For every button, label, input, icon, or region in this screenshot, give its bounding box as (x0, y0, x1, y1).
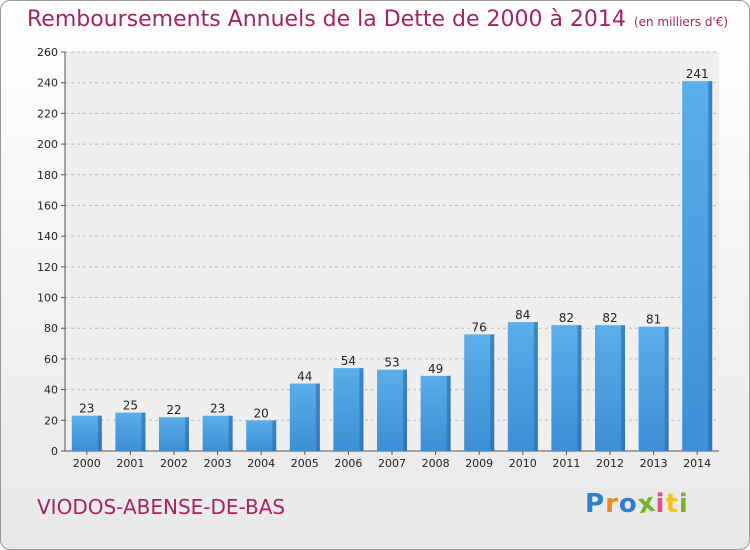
bar-shade (577, 325, 582, 451)
bar (682, 81, 713, 452)
bar-shade (97, 415, 102, 451)
bar (420, 375, 451, 451)
bar (115, 412, 146, 451)
bar-shade (359, 368, 364, 451)
logo-letter: i (655, 489, 666, 519)
y-tick-label: 220 (37, 107, 58, 120)
chart-title: Remboursements Annuels de la Dette de 20… (27, 7, 728, 32)
bar (507, 322, 538, 451)
x-tick-label: 2009 (465, 457, 493, 470)
x-tick-label: 2013 (640, 457, 668, 470)
bar-shade (533, 322, 538, 451)
bar-shade (664, 326, 669, 451)
logo-letter: t (665, 489, 679, 519)
x-tick-label: 2003 (204, 457, 232, 470)
y-tick-label: 240 (37, 77, 58, 90)
data-label: 53 (384, 356, 399, 370)
x-tick-label: 2011 (552, 457, 580, 470)
data-label: 82 (602, 311, 617, 325)
bar (377, 369, 407, 451)
commune-name: VIODOS-ABENSE-DE-BAS (37, 495, 286, 519)
bar-shade (446, 375, 451, 451)
y-tick-label: 200 (37, 138, 58, 151)
bar (595, 325, 625, 451)
unit-label: (en milliers d'€) (633, 15, 729, 29)
y-tick-label: 80 (44, 322, 58, 335)
bar-shade (141, 412, 146, 451)
y-tick-label: 180 (37, 169, 58, 182)
bar-shade (708, 81, 713, 452)
data-label: 23 (210, 402, 225, 416)
bar (71, 415, 102, 451)
bar (333, 368, 364, 451)
data-label: 241 (686, 67, 709, 81)
title-text: Remboursements Annuels de la Dette de 20… (27, 7, 626, 32)
y-tick-label: 100 (37, 292, 58, 305)
x-tick-label: 2000 (73, 457, 101, 470)
data-label: 76 (472, 320, 487, 334)
data-label: 49 (428, 362, 443, 376)
bar-shade (272, 420, 277, 451)
data-label: 84 (515, 308, 530, 322)
x-tick-label: 2008 (422, 457, 450, 470)
x-tick-label: 2007 (378, 457, 406, 470)
bar-shade (490, 334, 495, 451)
y-tick-label: 20 (44, 414, 58, 427)
bar-shade (185, 417, 189, 451)
x-tick-label: 2010 (509, 457, 537, 470)
data-label: 23 (79, 402, 94, 416)
bar (638, 326, 669, 451)
bar (289, 383, 320, 451)
x-tick-label: 2001 (116, 457, 144, 470)
y-tick-label: 140 (37, 230, 58, 243)
y-tick-label: 0 (51, 445, 58, 458)
x-tick-label: 2004 (247, 457, 275, 470)
x-tick-label: 2006 (334, 457, 362, 470)
proxiti-logo: Proxiti (585, 488, 689, 521)
bar-shade (621, 325, 625, 451)
bar-shade (315, 383, 320, 451)
x-tick-label: 2002 (160, 457, 188, 470)
bar (202, 415, 233, 451)
bar-shade (228, 415, 233, 451)
bar (464, 334, 495, 451)
y-tick-label: 120 (37, 261, 58, 274)
x-tick-label: 2014 (683, 457, 711, 470)
data-label: 44 (297, 369, 312, 383)
logo-letter: i (678, 489, 689, 519)
bar (159, 417, 189, 451)
logo-letter: P (585, 489, 606, 519)
logo-letter: r (605, 489, 619, 519)
y-tick-label: 260 (37, 46, 58, 59)
data-label: 22 (166, 403, 181, 417)
data-label: 54 (341, 354, 356, 368)
x-tick-label: 2005 (291, 457, 319, 470)
data-label: 82 (559, 311, 574, 325)
bar (551, 325, 582, 451)
bar (246, 420, 277, 451)
y-tick-label: 160 (37, 199, 58, 212)
y-tick-label: 60 (44, 353, 58, 366)
data-label: 25 (123, 399, 138, 413)
data-label: 81 (646, 313, 661, 327)
y-tick-label: 40 (44, 384, 58, 397)
data-label: 20 (254, 406, 269, 420)
logo-letter: o (618, 489, 638, 519)
bar-shade (403, 369, 407, 451)
x-tick-label: 2012 (596, 457, 624, 470)
